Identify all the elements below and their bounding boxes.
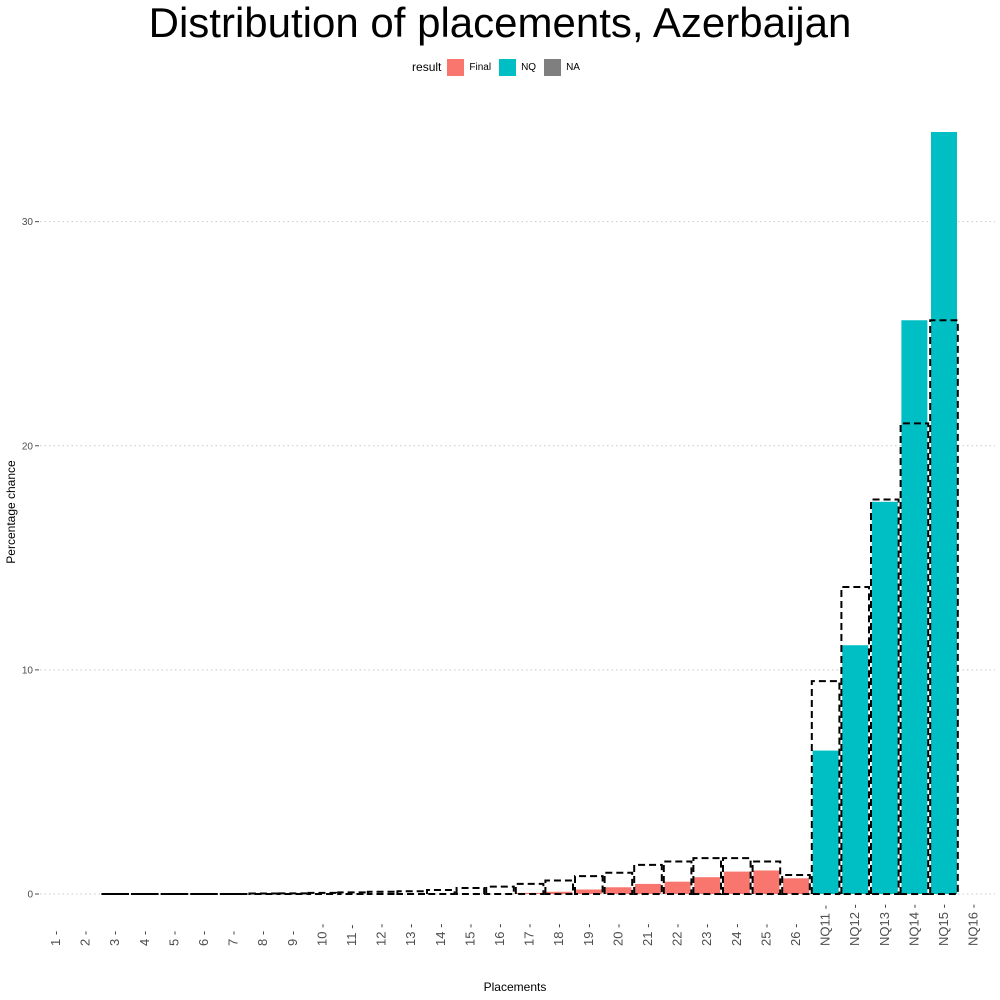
x-tick-label: 11 - — [344, 925, 359, 946]
x-tick-label: 14 - — [433, 924, 448, 946]
legend-label-na: NA — [566, 61, 580, 73]
x-tick-label: 26 - — [788, 924, 803, 946]
x-tick-label: 3 - — [107, 931, 122, 946]
x-tick-label: 19 - — [581, 924, 596, 946]
legend-item-final: Final — [447, 58, 492, 76]
outline-24 — [722, 857, 752, 895]
outline-13 — [396, 890, 426, 895]
x-tick-label: 20 - — [610, 924, 625, 946]
outline-22 — [662, 860, 693, 895]
x-tick-label: 22 - — [670, 924, 685, 946]
x-tick-label: 13 - — [403, 924, 418, 946]
outline-10 — [307, 891, 338, 895]
legend-swatch-na — [544, 58, 562, 76]
x-tick-label: 4 - — [137, 931, 152, 946]
bar-20 — [605, 887, 632, 894]
x-tick-label: 24 - — [729, 924, 744, 946]
x-tick-label: NQ12 - — [847, 904, 862, 946]
bar-NQ15 — [931, 132, 957, 894]
outline-11 — [337, 891, 367, 895]
outline-9 — [278, 892, 308, 895]
outline-25 — [751, 860, 782, 895]
bar-25 — [753, 870, 780, 894]
x-tick-label: NQ14 - — [906, 904, 921, 946]
x-tick-label: 18 - — [551, 924, 566, 946]
x-tick-label: 10 - — [314, 924, 329, 946]
legend-item-nq: NQ — [499, 58, 537, 76]
bar-19 — [575, 889, 602, 894]
outline-NQ12 — [840, 585, 870, 895]
x-tick-label: NQ16 - — [966, 904, 981, 946]
bars — [516, 132, 957, 895]
x-tick-label: 5 - — [166, 931, 181, 946]
outline-15 — [455, 886, 486, 895]
x-tick-label: 23 - — [699, 924, 714, 946]
x-tick-label: 15 - — [462, 924, 477, 946]
bar-NQ11 — [812, 750, 839, 894]
x-tick-label: 17 - — [522, 924, 537, 946]
x-tick-label: NQ15 - — [936, 904, 951, 946]
bar-21 — [635, 883, 661, 894]
legend-label-nq: NQ — [521, 61, 537, 73]
x-axis-title: Placements — [484, 980, 547, 994]
bar-NQ13 — [871, 501, 898, 894]
x-tick-label: 8 - — [255, 931, 270, 946]
bar-NQ14 — [901, 320, 928, 895]
legend-label-final: Final — [469, 61, 492, 73]
y-tick-label: 30 — [22, 217, 34, 228]
x-tick-label: 2 - — [78, 931, 93, 946]
x-tick-label: NQ11 - — [818, 905, 833, 946]
y-tick-label: 10 — [22, 665, 34, 676]
outline-14 — [426, 888, 456, 895]
bar-26 — [783, 878, 809, 894]
y-tick-label: 20 — [22, 441, 34, 452]
bar-23 — [694, 877, 721, 894]
x-tick-label: 21 - — [640, 924, 655, 946]
legend-title: result — [412, 60, 442, 74]
outline-NQ13 — [870, 498, 900, 895]
y-axis-title: Percentage chance — [4, 460, 18, 564]
y-axis: 0 10 20 30 — [22, 217, 39, 901]
bar-22 — [664, 881, 691, 894]
outline-20 — [603, 871, 634, 895]
x-tick-label: 25 - — [758, 924, 773, 946]
bar-18 — [546, 891, 573, 894]
bar-24 — [723, 871, 750, 894]
legend-swatch-nq — [499, 58, 517, 76]
outline-NQ14 — [899, 422, 930, 895]
x-tick-label: 7 - — [226, 931, 241, 946]
outline-12 — [366, 890, 397, 895]
x-tick-label: 9 - — [285, 931, 300, 946]
bar-NQ12 — [842, 645, 869, 894]
outline-16 — [485, 885, 515, 895]
outline-19 — [574, 875, 604, 895]
x-tick-label: 12 - — [374, 924, 389, 946]
legend-swatch-final — [447, 58, 465, 76]
legend-item-na: NA — [544, 58, 580, 76]
x-tick-label: 6 - — [196, 931, 211, 946]
chart-title: Distribution of placements, Azerbaijan — [148, 0, 852, 46]
y-tick-label: 0 — [27, 890, 33, 901]
comparison-outlines — [101, 319, 959, 895]
outline-17 — [514, 882, 545, 895]
outline-NQ11 — [810, 680, 841, 895]
x-tick-label: 1 - — [48, 931, 63, 946]
x-tick-label: 16 - — [492, 924, 507, 946]
x-axis: 1 - 2 - 3 - 4 - 5 - 6 - 7 - 8 - 9 - 10 - 11 - 12 - 1… — [48, 904, 981, 946]
outline-21 — [633, 863, 663, 895]
legend: result Final NQ NA — [0, 58, 1000, 76]
x-tick-label: NQ13 - — [877, 904, 892, 946]
outline-26 — [781, 873, 811, 895]
outline-23 — [692, 857, 722, 895]
